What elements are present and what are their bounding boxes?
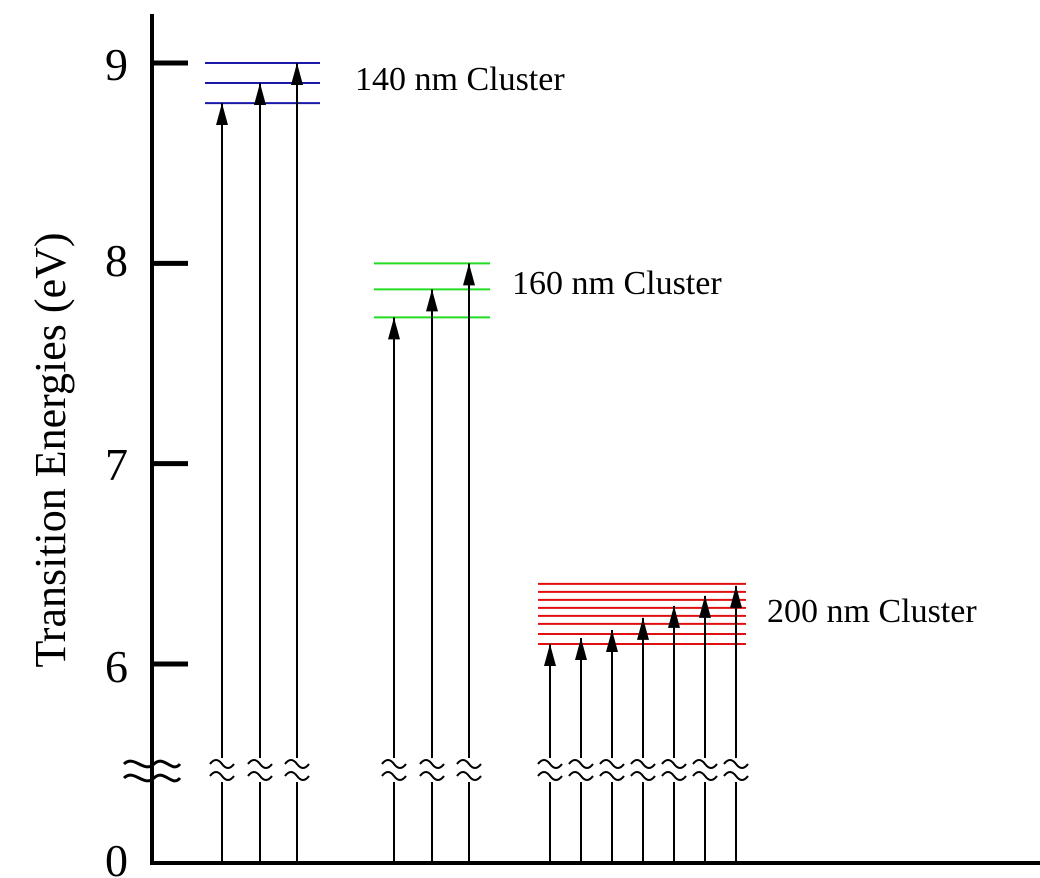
y-tick-label-9: 9 [105, 39, 128, 90]
arrow-break-bottom [537, 771, 563, 781]
y-ticks [152, 60, 188, 667]
cluster-label-140: 140 nm Cluster [355, 61, 565, 98]
arrow-break-bottom [209, 771, 235, 781]
cluster-label-160: 160 nm Cluster [512, 265, 722, 302]
y-tick-label-6: 6 [105, 641, 128, 692]
arrow-break-icon-2-0 [537, 759, 563, 781]
y-tick-label-7: 7 [105, 439, 128, 490]
arrow-break-icon-0-2 [284, 759, 310, 781]
arrow-break-top [456, 759, 482, 769]
arrow-break-top [568, 759, 594, 769]
arrow-break-icon-2-4 [661, 759, 687, 781]
arrow-break-bottom [599, 771, 625, 781]
arrow-break-top [661, 759, 687, 769]
arrow-break-top [284, 759, 310, 769]
arrow-break-icon-2-6 [723, 759, 749, 781]
arrow-break-icon-0-1 [247, 759, 273, 781]
arrow-break-bottom [381, 771, 407, 781]
arrow-break-top [247, 759, 273, 769]
arrow-break-bottom [284, 771, 310, 781]
arrow-break-bottom [692, 771, 718, 781]
arrow-break-bottom [568, 771, 594, 781]
arrow-break-icon-2-1 [568, 759, 594, 781]
arrow-break-top [419, 759, 445, 769]
arrow-breaks [209, 759, 749, 781]
arrow-break-top [599, 759, 625, 769]
arrow-break-icon-0-0 [209, 759, 235, 781]
arrow-break-icon-1-1 [419, 759, 445, 781]
arrow-break-icon-2-3 [630, 759, 656, 781]
arrow-break-bottom [419, 771, 445, 781]
arrow-break-icon-2-5 [692, 759, 718, 781]
y-tick-label-0: 0 [105, 835, 128, 878]
y-tick-label-8: 8 [105, 235, 128, 286]
y-axis-title: Transition Energies (eV) [26, 232, 75, 667]
arrow-break-icon-2-2 [599, 759, 625, 781]
arrow-break-icon-1-2 [456, 759, 482, 781]
y-axis-break-icon [122, 759, 182, 783]
arrow-break-bottom [456, 771, 482, 781]
arrow-break-top [209, 759, 235, 769]
arrow-break-bottom [630, 771, 656, 781]
arrow-break-top [630, 759, 656, 769]
arrow-break-bottom [723, 771, 749, 781]
cluster-label-200: 200 nm Cluster [767, 593, 977, 630]
arrow-break-icon-1-0 [381, 759, 407, 781]
arrow-break-top [537, 759, 563, 769]
arrow-break-top [723, 759, 749, 769]
transition-arrows [216, 63, 742, 863]
arrow-break-top [692, 759, 718, 769]
arrow-break-bottom [661, 771, 687, 781]
arrow-break-bottom [247, 771, 273, 781]
arrow-break-top [381, 759, 407, 769]
energy-levels [205, 62, 746, 645]
